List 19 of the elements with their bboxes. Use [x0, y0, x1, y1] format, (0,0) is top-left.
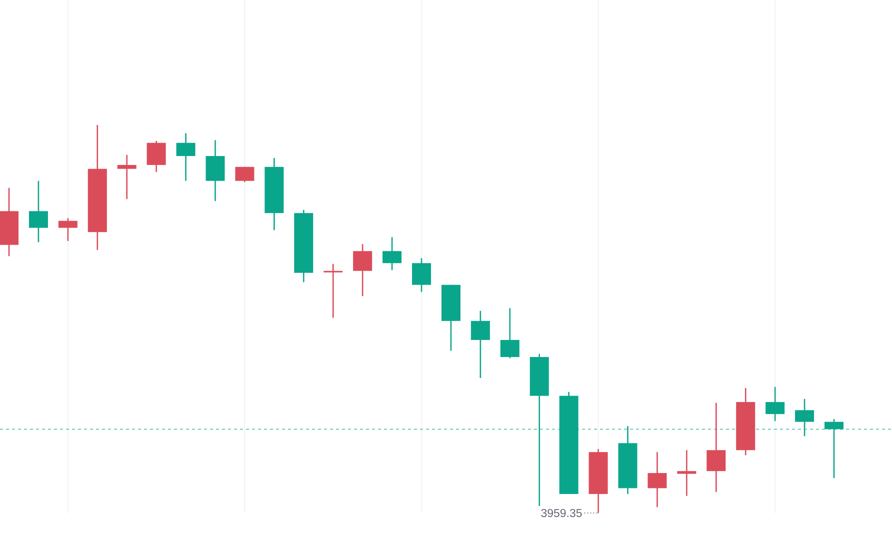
candlestick: [766, 386, 785, 422]
candlestick: [58, 217, 78, 242]
candlestick: [235, 166, 254, 183]
candlestick: [176, 132, 196, 182]
candlestick: [470, 310, 490, 379]
candlestick: [677, 449, 696, 497]
candlestick: [353, 243, 372, 297]
candlestick: [648, 451, 667, 508]
candlestick: [324, 263, 343, 318]
candlestick: [382, 236, 402, 271]
candlestick: [706, 402, 726, 493]
candlestick: [117, 154, 136, 200]
candlestick: [146, 140, 166, 173]
annotation: 3959.35: [540, 508, 582, 520]
candlestick: [28, 180, 48, 243]
candlestick: [500, 307, 520, 359]
candlestick: [412, 257, 431, 292]
candlestick: [824, 418, 844, 479]
candlestick: [795, 398, 814, 437]
